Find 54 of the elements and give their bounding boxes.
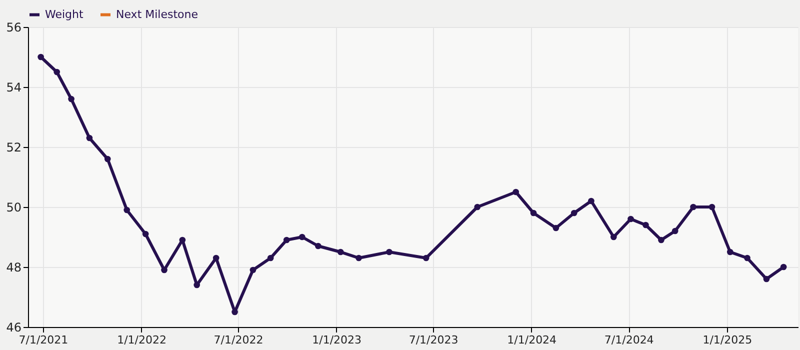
point <box>104 156 111 162</box>
x-tick-label: 1/1/2025 <box>702 334 752 346</box>
point <box>780 264 787 270</box>
y-tick-label: 52 <box>6 140 22 154</box>
legend-label: Weight <box>45 8 84 21</box>
x-tick-label: 7/1/2022 <box>214 334 264 346</box>
point <box>298 234 306 240</box>
y-tick-label: 46 <box>6 320 22 334</box>
point <box>690 204 696 210</box>
point <box>86 134 93 142</box>
point <box>356 254 362 262</box>
point <box>232 308 238 316</box>
point <box>194 282 200 288</box>
point <box>250 266 256 274</box>
point <box>570 210 578 216</box>
point <box>672 228 678 234</box>
point <box>267 254 274 262</box>
point <box>642 222 649 228</box>
y-tick-label: 48 <box>6 260 22 274</box>
point <box>530 210 537 216</box>
point <box>38 54 44 60</box>
point <box>763 276 770 282</box>
x-tick-label: 1/1/2022 <box>117 334 166 346</box>
point <box>422 254 430 262</box>
point <box>552 224 560 232</box>
point <box>744 254 750 262</box>
point <box>386 248 392 256</box>
y-tick-label: 50 <box>6 200 22 214</box>
x-tick-label: 7/1/2023 <box>408 334 458 346</box>
point <box>474 204 481 210</box>
legend-label: Next Milestone <box>116 8 198 21</box>
point <box>212 254 220 262</box>
point <box>124 206 130 214</box>
x-tick-label: 7/1/2021 <box>18 334 68 346</box>
point <box>179 236 186 244</box>
x-tick-label: 1/1/2024 <box>507 334 557 346</box>
point <box>314 242 322 250</box>
point <box>142 230 149 238</box>
y-tick-label: 54 <box>6 80 22 94</box>
point <box>68 96 74 102</box>
x-tick-label: 7/1/2024 <box>604 334 654 346</box>
point <box>283 236 290 244</box>
point <box>726 248 734 256</box>
point <box>708 204 716 210</box>
point <box>337 248 344 256</box>
point <box>610 234 617 240</box>
point <box>628 216 634 222</box>
point <box>658 236 664 244</box>
point <box>161 266 168 274</box>
point <box>512 188 520 196</box>
point <box>588 198 594 204</box>
point <box>54 68 60 76</box>
x-tick-label: 1/1/2023 <box>312 334 362 346</box>
y-tick-label: 56 <box>6 20 22 34</box>
